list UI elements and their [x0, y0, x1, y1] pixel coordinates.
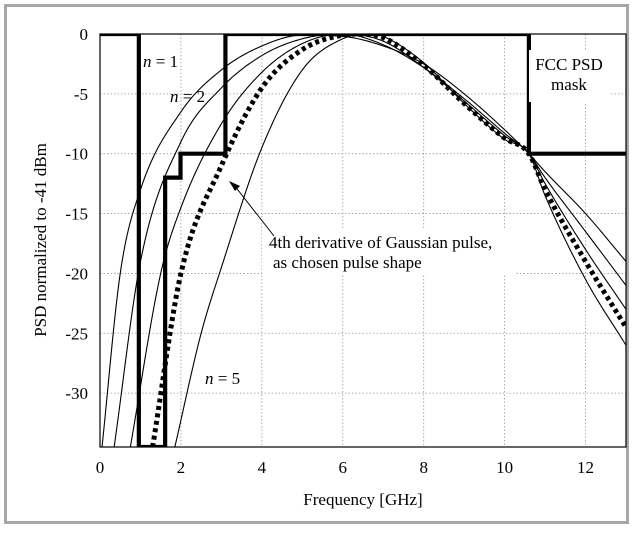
x-tick-label: 2 [177, 458, 186, 477]
x-tick-label: 8 [419, 458, 428, 477]
figure-frame [4, 4, 629, 524]
x-tick-labels: 0 2 4 6 8 10 12 [96, 458, 594, 477]
y-tick-label: -5 [74, 85, 88, 104]
annotation-arrowhead [229, 181, 240, 191]
y-tick-labels: 0 -5 -10 -15 -20 -25 -30 [65, 25, 88, 403]
plot-area-border [99, 33, 627, 448]
annotation-arrow-line [233, 184, 275, 237]
pulse-series-line-1 [113, 34, 626, 447]
gauss-label-bg [262, 230, 516, 274]
y-axis-label: PSD normalized to -41 dBm [31, 143, 50, 337]
y-tick-label: -30 [65, 384, 88, 403]
fcc-mask-line [100, 34, 626, 447]
curves-group [100, 34, 626, 447]
gauss-label-line1: 4th derivative of Gaussian pulse, [269, 233, 492, 252]
x-tick-label: 12 [577, 458, 594, 477]
x-tick-label: 4 [258, 458, 267, 477]
pulse-series-line-4 [174, 34, 626, 447]
fcc-label-line1: FCC PSD [535, 55, 603, 74]
pulse-series-line-0 [101, 34, 626, 447]
y-tick-label: -20 [65, 264, 88, 283]
label-n5: n = 5 [205, 369, 240, 388]
fcc-label-line2: mask [551, 75, 587, 94]
x-tick-label: 6 [339, 458, 348, 477]
y-tick-label: -15 [65, 205, 88, 224]
y-tick-label: -10 [65, 145, 88, 164]
gauss-label-line2: as chosen pulse shape [273, 253, 422, 272]
gaussian-4th-derivative-line [150, 34, 626, 447]
x-tick-label: 0 [96, 458, 105, 477]
fcc-label-bg [529, 50, 609, 102]
label-n1: n = 1 [143, 52, 178, 71]
label-n2: n = 2 [170, 87, 205, 106]
x-tick-label: 10 [496, 458, 513, 477]
y-tick-label: -25 [65, 324, 88, 343]
y-tick-label: 0 [80, 25, 89, 44]
grid-lines [100, 34, 626, 447]
x-axis-label: Frequency [GHz] [303, 490, 422, 509]
